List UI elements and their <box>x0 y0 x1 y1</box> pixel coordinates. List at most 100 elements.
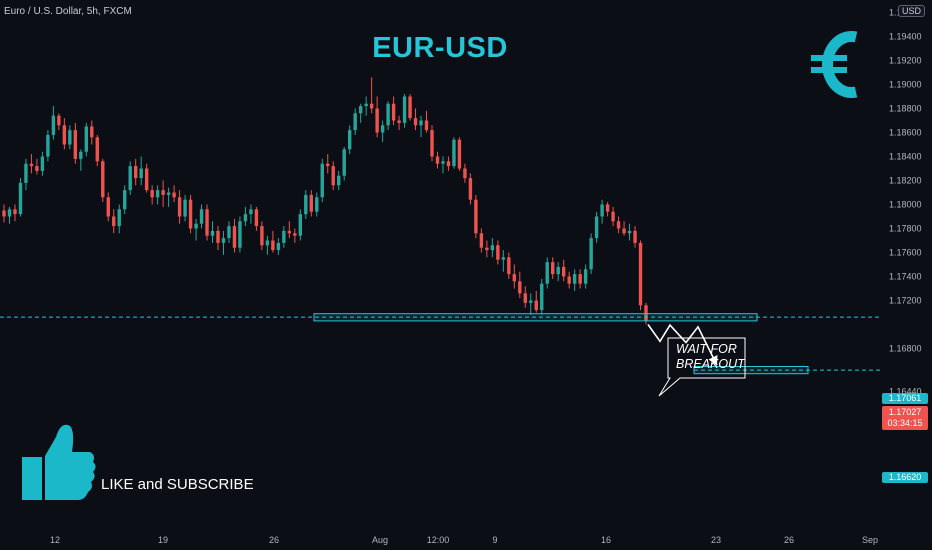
candle-body <box>572 274 577 284</box>
candle-body <box>243 214 248 222</box>
candle-body <box>24 163 28 183</box>
y-tick-label: 1.18000 <box>889 200 922 210</box>
candle-body <box>463 168 467 179</box>
candle-body <box>123 190 127 210</box>
candle-body <box>413 118 418 126</box>
candle-body <box>95 137 99 162</box>
candle-body <box>397 120 401 123</box>
x-tick-label: 26 <box>784 535 794 545</box>
candle-body <box>133 166 138 179</box>
currency-badge[interactable]: USD <box>898 5 926 17</box>
x-tick-label: 12 <box>50 535 60 545</box>
candle-body <box>474 199 478 234</box>
candle-body <box>128 166 132 191</box>
y-tick-label: 1.17600 <box>889 248 922 258</box>
candle-body <box>496 245 500 260</box>
candle-body <box>260 226 264 246</box>
candle-body <box>545 262 549 284</box>
candle-body <box>194 223 198 229</box>
candle-body <box>62 125 67 145</box>
candle-body <box>358 106 363 114</box>
y-tick-label: 1.19000 <box>889 80 922 90</box>
candle-body <box>490 245 495 251</box>
candle-body <box>309 194 313 212</box>
y-tick-label: 1.19200 <box>889 56 922 66</box>
candle-body <box>35 166 39 171</box>
candle-body <box>155 190 160 198</box>
y-tick-label: 1.17400 <box>889 272 922 282</box>
candle-body <box>271 240 275 251</box>
callout-bubble <box>658 337 746 397</box>
candle-body <box>369 103 374 109</box>
candle-body <box>293 233 297 236</box>
candle-body <box>540 283 544 311</box>
candle-body <box>446 161 451 167</box>
candle-body <box>364 103 368 107</box>
candle-body <box>144 168 149 191</box>
candle-body <box>68 130 72 145</box>
candle-body <box>479 233 484 248</box>
y-tick-label: 1.18600 <box>889 128 922 138</box>
last-price-value: 1.17027 <box>888 407 922 417</box>
candle-body <box>600 204 604 217</box>
candle-body <box>238 221 242 248</box>
candle-body <box>216 230 220 243</box>
candle-body <box>112 216 116 227</box>
candle-body <box>616 221 621 229</box>
candle-body <box>205 209 209 236</box>
candle-body <box>320 163 324 198</box>
candle-body <box>468 178 473 200</box>
candle-body <box>18 182 23 215</box>
candle-body <box>7 209 12 217</box>
y-tick-label: 1.19400 <box>889 32 922 42</box>
thumbs-up-icon <box>22 424 96 500</box>
candle-body <box>627 230 632 234</box>
candle-body <box>386 103 390 126</box>
price-axis: 1.196001.194001.192001.190001.188001.186… <box>889 8 922 397</box>
candle-body <box>633 230 637 243</box>
candle-body <box>452 139 456 167</box>
candle-body <box>282 230 286 243</box>
candle-body <box>485 247 489 251</box>
candle-body <box>644 305 648 321</box>
candle-body <box>589 238 593 270</box>
y-tick-label: 1.18800 <box>889 104 922 114</box>
candle-body <box>166 192 171 195</box>
candles-layer <box>2 77 648 325</box>
candle-body <box>391 103 396 121</box>
candle-body <box>380 125 385 133</box>
callout-text: WAIT FOR BREAKOUT <box>676 342 745 371</box>
candle-body <box>523 293 527 303</box>
candle-body <box>177 197 182 217</box>
candle-body <box>90 126 94 138</box>
support-price-badge: 1.17061 <box>882 393 928 404</box>
y-tick-label: 1.18400 <box>889 152 922 162</box>
y-tick-label: 1.17800 <box>889 224 922 234</box>
candle-body <box>276 242 281 251</box>
candle-body <box>117 209 121 227</box>
x-tick-label: Aug <box>372 535 388 545</box>
candle-body <box>551 262 555 275</box>
x-tick-label: 26 <box>269 535 279 545</box>
projection-arrowhead <box>708 355 718 366</box>
candle-body <box>79 151 83 159</box>
candle-body <box>188 199 193 229</box>
candle-body <box>304 194 308 215</box>
candle-body <box>331 166 335 186</box>
candle-body <box>40 156 45 171</box>
candle-body <box>337 175 341 186</box>
candle-body <box>326 163 330 167</box>
candle-body <box>501 257 506 260</box>
candle-body <box>375 108 379 133</box>
candle-body <box>315 197 319 212</box>
candle-body <box>221 238 226 243</box>
candle-body <box>2 210 6 217</box>
candle-body <box>402 96 407 123</box>
x-tick-label: 16 <box>601 535 611 545</box>
chart-title: EUR-USD <box>372 32 508 64</box>
y-tick-label: 1.16800 <box>889 344 922 354</box>
candle-body <box>106 197 110 217</box>
candle-body <box>561 266 566 277</box>
candle-body <box>101 161 105 198</box>
